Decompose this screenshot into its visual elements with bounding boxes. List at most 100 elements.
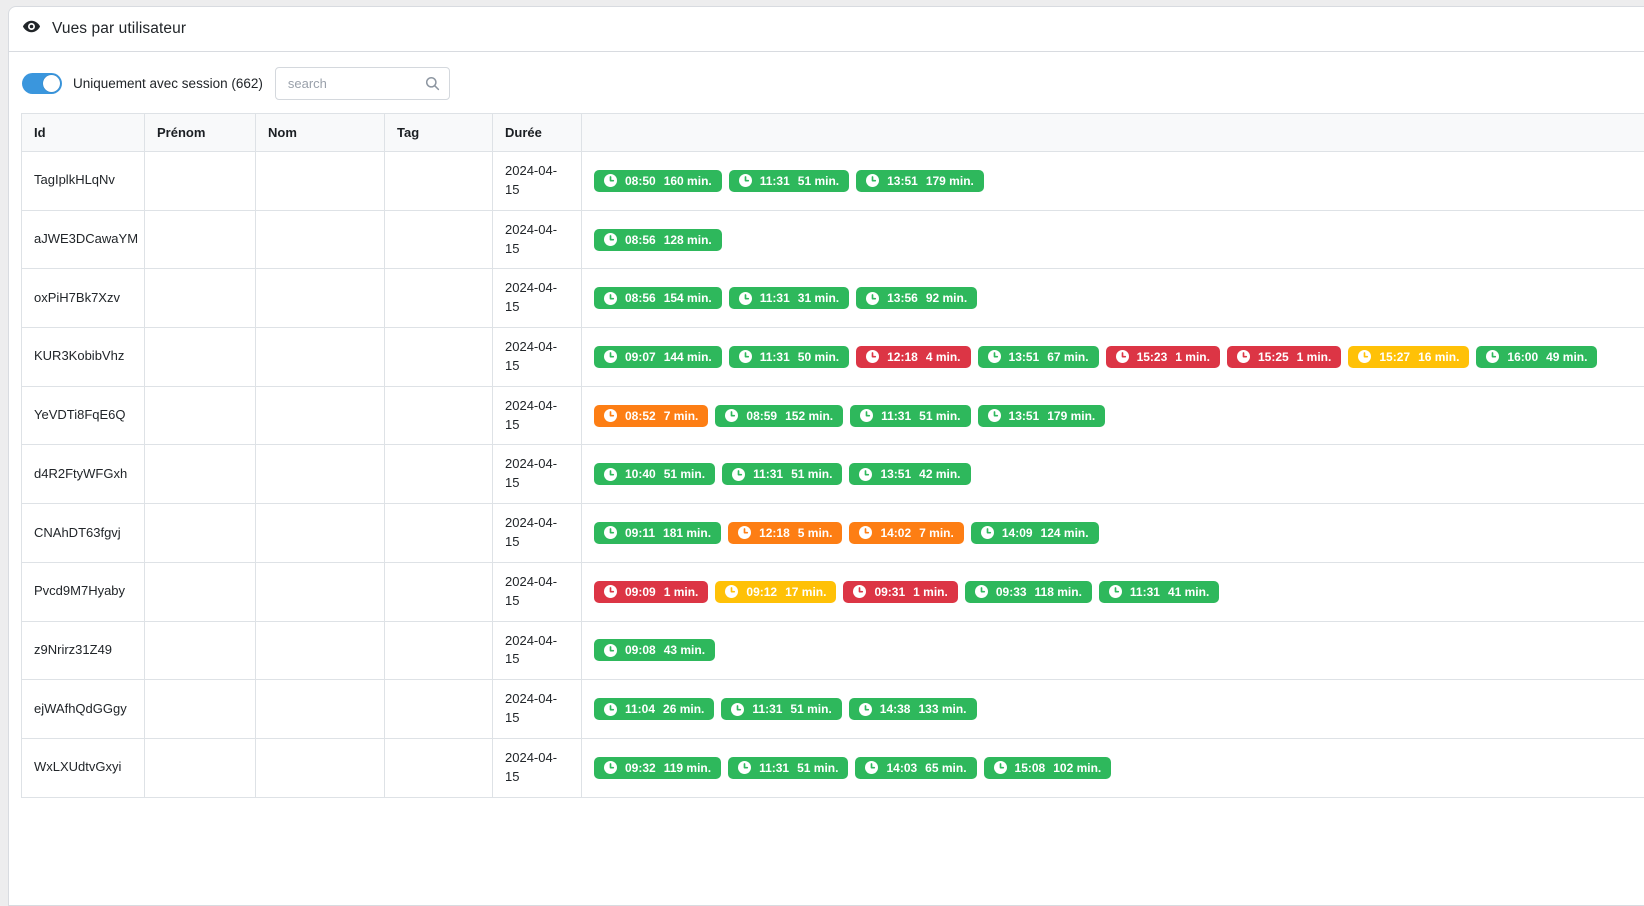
session-badge[interactable]: 11:31 51 min. — [729, 170, 849, 192]
session-badge[interactable]: 16:00 49 min. — [1476, 346, 1597, 368]
session-duration: 5 min. — [798, 526, 833, 540]
session-badge[interactable]: 08:56 154 min. — [594, 287, 722, 309]
cell-prenom — [145, 445, 256, 504]
table-row: CNAhDT63fgvj 2024-04-15 09:11 181 min. 1… — [22, 504, 1644, 563]
session-duration: 51 min. — [919, 409, 960, 423]
session-badge[interactable]: 14:03 65 min. — [855, 757, 976, 779]
session-badge[interactable]: 15:08 102 min. — [984, 757, 1112, 779]
session-badge[interactable]: 14:09 124 min. — [971, 522, 1099, 544]
table-row: aJWE3DCawaYM 2024-04-15 08:56 128 min. — [22, 210, 1644, 269]
session-badge[interactable]: 09:33 118 min. — [965, 581, 1092, 603]
column-header-id: Id — [22, 114, 145, 152]
session-badge[interactable]: 13:51 179 min. — [978, 405, 1106, 427]
session-time: 12:18 — [887, 350, 918, 364]
table-row: z9Nrirz31Z49 2024-04-15 09:08 43 min. — [22, 621, 1644, 680]
session-badge[interactable]: 13:56 92 min. — [856, 287, 977, 309]
session-duration: 42 min. — [919, 467, 960, 481]
session-duration: 26 min. — [663, 702, 704, 716]
table-body: TagIplkHLqNv 2024-04-15 08:50 160 min. 1… — [22, 152, 1644, 798]
cell-prenom — [145, 210, 256, 269]
search-input[interactable] — [275, 67, 450, 100]
session-badge[interactable]: 13:51 42 min. — [849, 463, 970, 485]
cell-tag — [385, 621, 493, 680]
session-badge[interactable]: 09:31 1 min. — [843, 581, 957, 603]
cell-date: 2024-04-15 — [493, 210, 582, 269]
session-duration: 1 min. — [913, 585, 948, 599]
session-badge[interactable]: 09:09 1 min. — [594, 581, 708, 603]
cell-prenom — [145, 680, 256, 739]
cell-id: KUR3KobibVhz — [22, 328, 145, 387]
session-badge[interactable]: 08:59 152 min. — [715, 405, 843, 427]
cell-nom — [256, 738, 385, 797]
session-badge[interactable]: 11:31 51 min. — [721, 698, 841, 720]
session-time: 10:40 — [625, 467, 656, 481]
session-badge[interactable]: 11:31 50 min. — [729, 346, 849, 368]
session-badge[interactable]: 11:31 51 min. — [850, 405, 970, 427]
cell-prenom — [145, 269, 256, 328]
session-time: 11:31 — [1130, 585, 1160, 599]
clock-icon — [604, 292, 617, 305]
table-row: d4R2FtyWFGxh 2024-04-15 10:40 51 min. 11… — [22, 445, 1644, 504]
session-time: 11:31 — [760, 174, 790, 188]
session-badge[interactable]: 08:50 160 min. — [594, 170, 722, 192]
session-time: 08:59 — [746, 409, 777, 423]
session-duration: 51 min. — [664, 467, 705, 481]
session-badge[interactable]: 11:31 31 min. — [729, 287, 849, 309]
session-badge[interactable]: 12:18 4 min. — [856, 346, 970, 368]
clock-icon — [604, 761, 617, 774]
session-badge[interactable]: 14:02 7 min. — [849, 522, 963, 544]
session-badge[interactable]: 11:31 51 min. — [722, 463, 842, 485]
session-badge[interactable]: 13:51 179 min. — [856, 170, 984, 192]
session-duration: 1 min. — [1297, 350, 1332, 364]
session-badges: 08:52 7 min. 08:59 152 min. 11:31 51 min… — [594, 405, 1638, 427]
cell-tag — [385, 504, 493, 563]
clock-icon — [725, 409, 738, 422]
session-badge[interactable]: 11:04 26 min. — [594, 698, 714, 720]
session-time: 13:51 — [880, 467, 911, 481]
session-time: 09:11 — [625, 526, 655, 540]
clock-icon — [739, 350, 752, 363]
session-badge[interactable]: 11:31 51 min. — [728, 757, 848, 779]
session-badge[interactable]: 09:32 119 min. — [594, 757, 721, 779]
session-only-toggle[interactable] — [22, 73, 62, 94]
session-duration: 128 min. — [664, 233, 712, 247]
session-time: 09:31 — [874, 585, 905, 599]
session-badge[interactable]: 15:25 1 min. — [1227, 346, 1341, 368]
session-badge[interactable]: 14:38 133 min. — [849, 698, 977, 720]
clock-icon — [859, 468, 872, 481]
clock-icon — [981, 526, 994, 539]
session-badge[interactable]: 11:31 41 min. — [1099, 581, 1219, 603]
session-duration: 50 min. — [798, 350, 839, 364]
session-duration: 133 min. — [918, 702, 966, 716]
session-badge[interactable]: 10:40 51 min. — [594, 463, 715, 485]
table-row: TagIplkHLqNv 2024-04-15 08:50 160 min. 1… — [22, 152, 1644, 211]
cell-tag — [385, 386, 493, 445]
cell-sessions: 08:56 128 min. — [582, 210, 1644, 269]
session-duration: 154 min. — [664, 291, 712, 305]
session-badge[interactable]: 15:23 1 min. — [1106, 346, 1220, 368]
column-header-prenom: Prénom — [145, 114, 256, 152]
cell-sessions: 08:50 160 min. 11:31 51 min. 13:51 179 m… — [582, 152, 1644, 211]
session-badge[interactable]: 09:12 17 min. — [715, 581, 836, 603]
session-duration: 179 min. — [1047, 409, 1095, 423]
session-badge[interactable]: 09:08 43 min. — [594, 639, 715, 661]
session-badge[interactable]: 09:11 181 min. — [594, 522, 721, 544]
cell-prenom — [145, 562, 256, 621]
session-badge[interactable]: 12:18 5 min. — [728, 522, 842, 544]
session-time: 08:50 — [625, 174, 656, 188]
cell-sessions: 08:52 7 min. 08:59 152 min. 11:31 51 min… — [582, 386, 1644, 445]
session-badge[interactable]: 13:51 67 min. — [978, 346, 1099, 368]
clock-icon — [604, 526, 617, 539]
session-badge[interactable]: 15:27 16 min. — [1348, 346, 1469, 368]
session-badge[interactable]: 09:07 144 min. — [594, 346, 722, 368]
clock-icon — [604, 233, 617, 246]
clock-icon — [865, 761, 878, 774]
session-time: 15:23 — [1137, 350, 1168, 364]
session-time: 09:12 — [746, 585, 777, 599]
session-badge[interactable]: 08:52 7 min. — [594, 405, 708, 427]
session-time: 09:32 — [625, 761, 656, 775]
session-badge[interactable]: 08:56 128 min. — [594, 229, 722, 251]
session-time: 11:31 — [759, 761, 789, 775]
views-card: Vues par utilisateur Uniquement avec ses… — [8, 6, 1644, 906]
cell-id: WxLXUdtvGxyi — [22, 738, 145, 797]
